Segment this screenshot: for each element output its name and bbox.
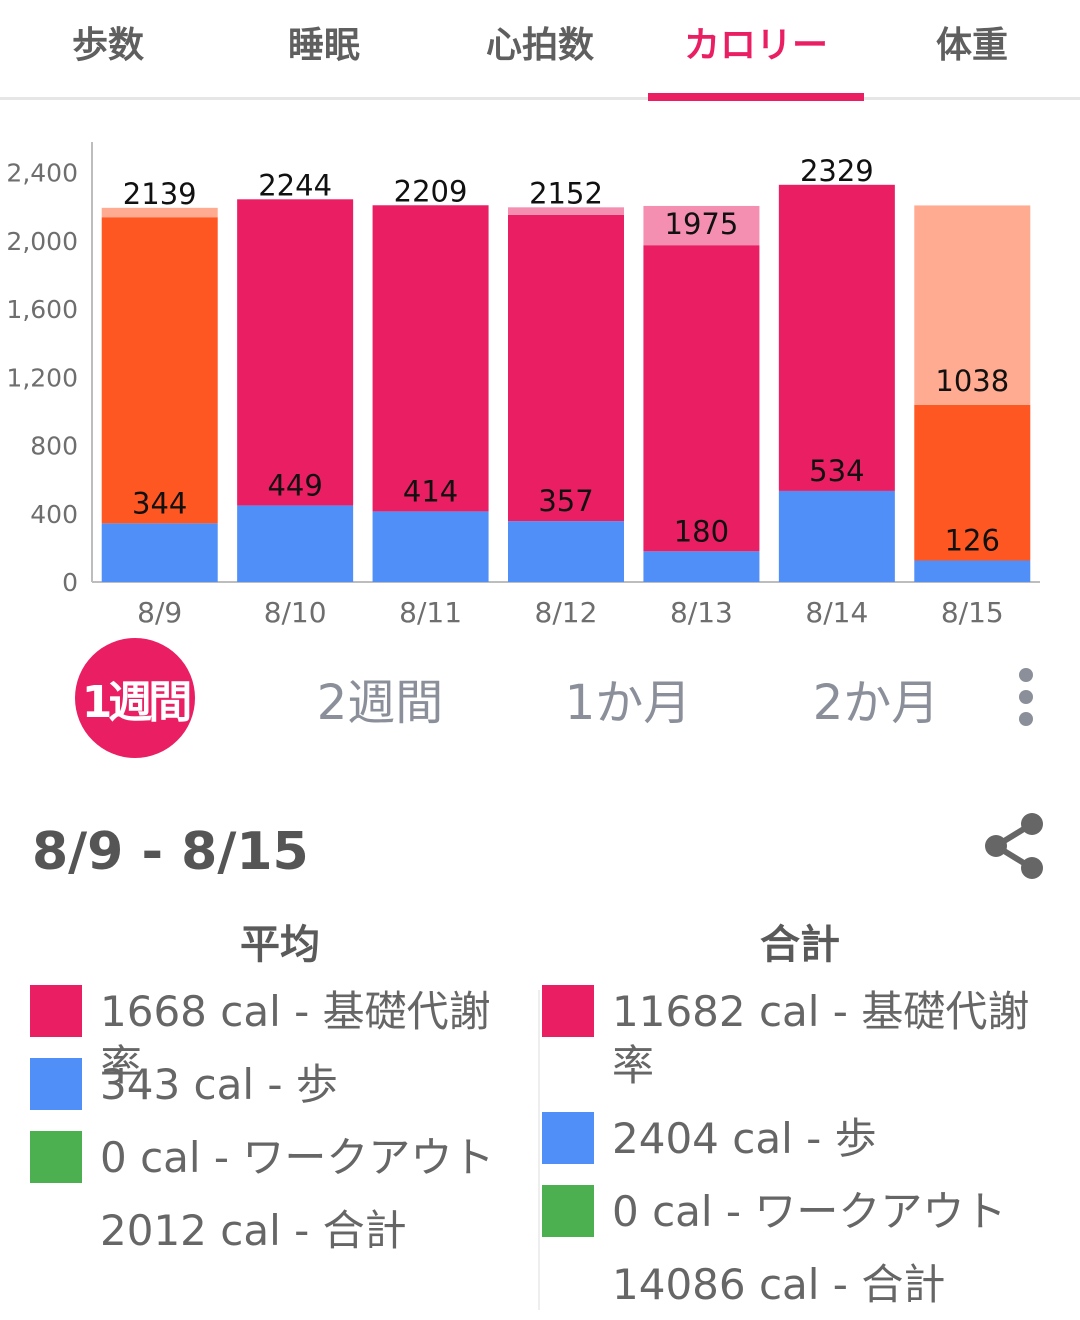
tab-weight-label: 体重 xyxy=(935,25,1008,66)
bar-segment xyxy=(643,205,760,246)
average-steps-item: 343 cal - 歩 xyxy=(30,1058,530,1112)
bar-segment xyxy=(643,551,760,582)
x-tick-label: 8/14 xyxy=(805,596,868,629)
total-value-label: 2139 xyxy=(123,177,197,211)
bar-segment xyxy=(237,199,354,506)
bar-segment xyxy=(643,245,760,552)
bar-segment xyxy=(778,490,895,582)
bar-segment xyxy=(101,207,218,218)
tab-steps-label: 歩数 xyxy=(71,25,144,66)
average-total-text: 2012 cal - 合計 xyxy=(100,1206,407,1255)
period-2-months[interactable]: 2か月 xyxy=(796,640,956,756)
y-tick-label: 400 xyxy=(30,500,78,529)
period-1-month-label: 1か月 xyxy=(564,675,692,731)
bar-segment xyxy=(508,521,624,582)
average-workout-text: 0 cal - ワークアウト xyxy=(100,1133,495,1182)
workout-swatch xyxy=(542,1185,594,1237)
y-tick-label: 2,400 xyxy=(6,159,78,188)
share-icon[interactable] xyxy=(982,812,1046,880)
more-vert-icon[interactable] xyxy=(1006,668,1046,728)
bar-segment xyxy=(372,511,489,582)
total-spacer xyxy=(30,1204,82,1256)
x-tick-label: 8/11 xyxy=(399,596,462,629)
steps-value-label: 126 xyxy=(945,524,1000,558)
average-heading: 平均 xyxy=(240,922,320,968)
x-tick-label: 8/9 xyxy=(137,596,182,629)
y-tick-label: 800 xyxy=(30,432,78,461)
bar-segment xyxy=(508,214,624,522)
tab-calories[interactable]: カロリー xyxy=(648,0,864,100)
tab-sleep[interactable]: 睡眠 xyxy=(216,0,432,100)
total-value-label: 1038 xyxy=(935,364,1009,398)
total-value-label: 2329 xyxy=(800,154,874,188)
average-workout-item: 0 cal - ワークアウト xyxy=(30,1131,530,1185)
y-tick-label: 0 xyxy=(62,568,78,597)
period-2-weeks[interactable]: 2週間 xyxy=(300,640,460,756)
steps-value-label: 357 xyxy=(538,484,593,518)
date-range: 8/9 - 8/15 xyxy=(32,822,309,882)
total-total-item: 14086 cal - 合計 xyxy=(542,1258,1042,1312)
steps-swatch xyxy=(542,1112,594,1164)
steps-swatch xyxy=(30,1058,82,1110)
y-tick-label: 1,200 xyxy=(6,363,78,392)
bar-segment xyxy=(372,205,489,512)
total-value-label: 1975 xyxy=(665,207,739,241)
period-2-weeks-label: 2週間 xyxy=(316,675,444,731)
bar-segment xyxy=(914,205,1031,405)
tab-heart-rate[interactable]: 心拍数 xyxy=(432,0,648,100)
x-tick-label: 8/13 xyxy=(670,596,733,629)
bar-segment xyxy=(101,523,218,582)
average-steps-text: 343 cal - 歩 xyxy=(100,1060,338,1109)
total-bmr-item: 11682 cal - 基礎代謝率 xyxy=(542,985,1042,1093)
total-heading: 合計 xyxy=(760,922,840,968)
y-tick-label: 2,000 xyxy=(6,227,78,256)
total-spacer xyxy=(542,1258,594,1310)
x-tick-label: 8/12 xyxy=(535,596,598,629)
bar-segment xyxy=(508,207,624,215)
total-total-text: 14086 cal - 合計 xyxy=(612,1260,946,1309)
total-value-label: 2152 xyxy=(529,176,603,210)
calorie-bar-chart: 0 400 800 1,200 1,600 2,000 2,400 344 2139 8/9 449… xyxy=(6,142,1040,629)
steps-value-label: 449 xyxy=(267,468,322,502)
tab-calories-label: カロリー xyxy=(683,25,828,66)
x-tick-label: 8/15 xyxy=(941,596,1004,629)
average-total-item: 2012 cal - 合計 xyxy=(30,1204,530,1258)
y-tick-label: 1,600 xyxy=(6,295,78,324)
average-bmr-item: 1668 cal - 基礎代謝率 xyxy=(30,985,530,1093)
period-2-months-label: 2か月 xyxy=(812,675,940,731)
bar-segment xyxy=(778,184,895,491)
total-steps-text: 2404 cal - 歩 xyxy=(612,1114,877,1163)
active-tab-indicator xyxy=(648,93,864,101)
bmr-swatch xyxy=(542,985,594,1037)
steps-value-label: 180 xyxy=(674,514,729,548)
total-value-label: 2244 xyxy=(258,168,332,202)
bar-segment xyxy=(914,560,1031,582)
period-1-week[interactable]: 1週間 xyxy=(75,638,195,758)
tab-steps[interactable]: 歩数 xyxy=(0,0,216,100)
column-divider xyxy=(538,990,540,1310)
total-steps-item: 2404 cal - 歩 xyxy=(542,1112,1042,1166)
period-1-week-label: 1週間 xyxy=(81,677,193,728)
period-1-month[interactable]: 1か月 xyxy=(548,640,708,756)
steps-value-label: 534 xyxy=(809,454,864,488)
tab-heart-rate-label: 心拍数 xyxy=(485,25,594,66)
total-workout-item: 0 cal - ワークアウト xyxy=(542,1185,1042,1239)
tab-weight[interactable]: 体重 xyxy=(864,0,1080,100)
total-workout-text: 0 cal - ワークアウト xyxy=(612,1187,1007,1236)
metric-tabs: 歩数 睡眠 心拍数 カロリー 体重 xyxy=(0,0,1080,101)
bmr-swatch xyxy=(30,985,82,1037)
average-bmr-text: 1668 cal - 基礎代謝率 xyxy=(100,987,491,1090)
total-value-label: 2209 xyxy=(394,174,468,208)
total-bmr-text: 11682 cal - 基礎代謝率 xyxy=(612,987,1030,1090)
bar-segment xyxy=(914,404,1031,561)
bar-segment xyxy=(101,217,218,524)
bar-segment xyxy=(237,505,354,582)
x-tick-label: 8/10 xyxy=(264,596,327,629)
steps-value-label: 414 xyxy=(403,474,458,508)
workout-swatch xyxy=(30,1131,82,1183)
steps-value-label: 344 xyxy=(132,486,187,520)
tab-sleep-label: 睡眠 xyxy=(287,25,360,66)
